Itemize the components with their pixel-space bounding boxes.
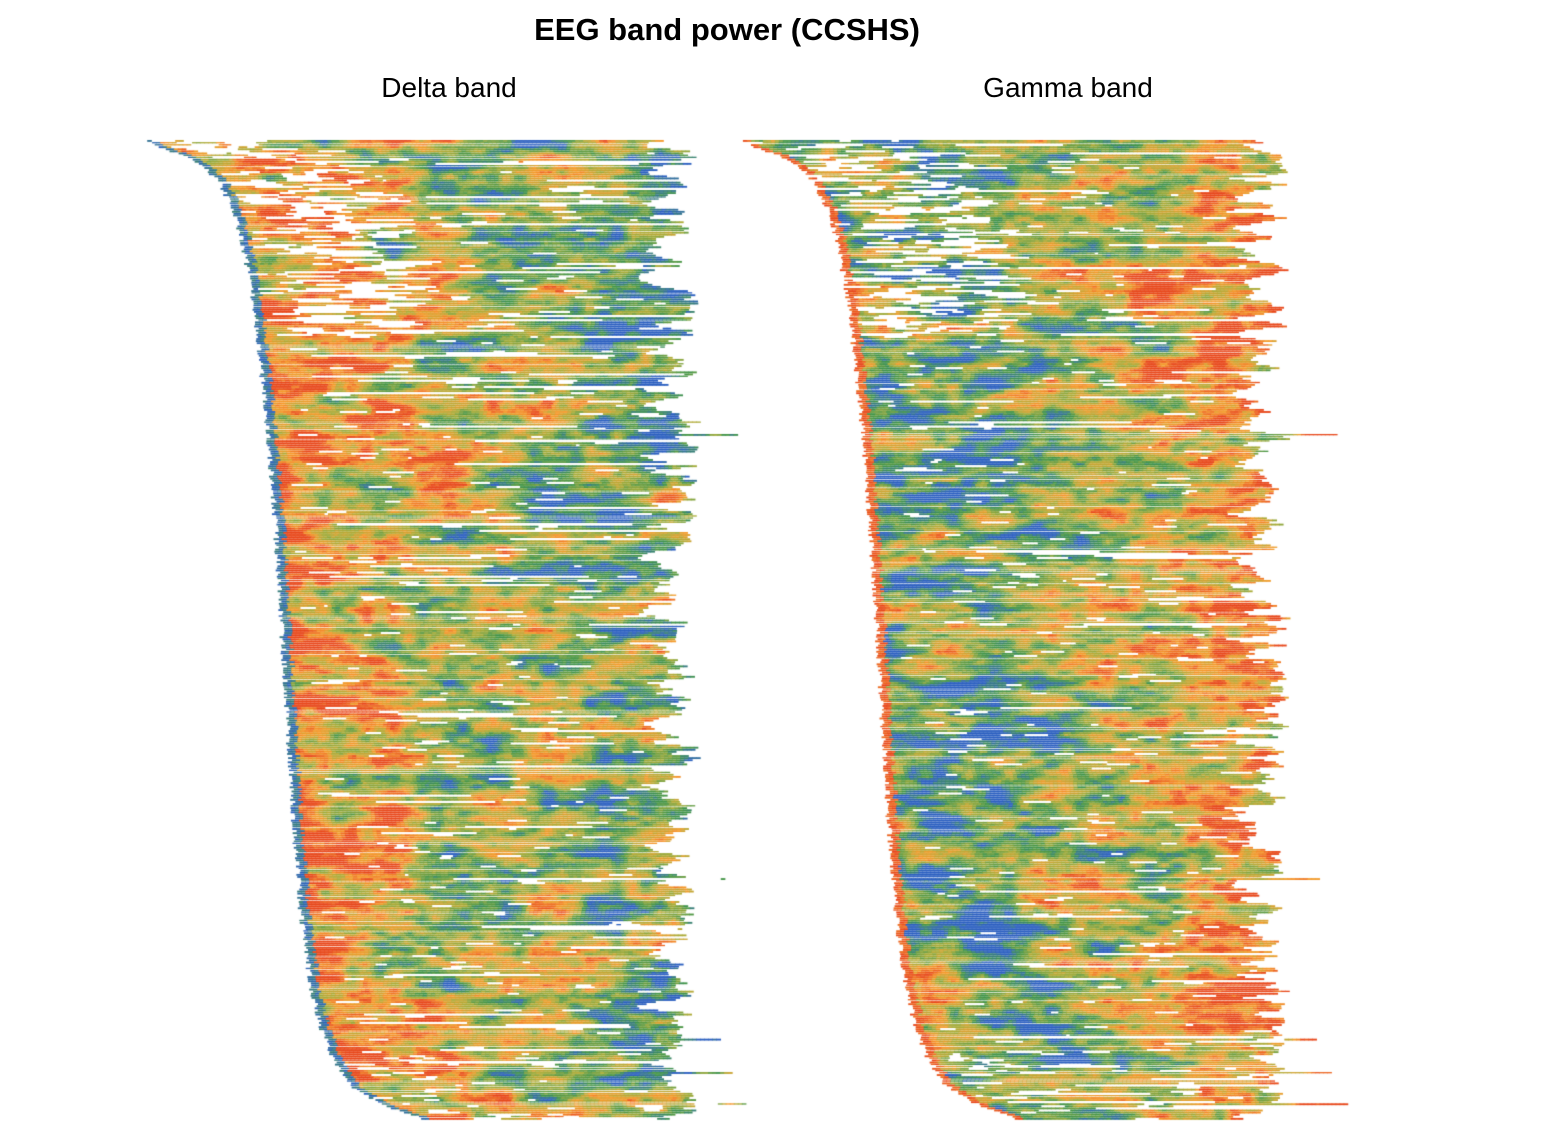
figure-title: EEG band power (CCSHS)	[534, 12, 920, 47]
delta-band-panel-title: Delta band	[381, 72, 517, 103]
gamma-band-panel-title: Gamma band	[983, 72, 1153, 103]
